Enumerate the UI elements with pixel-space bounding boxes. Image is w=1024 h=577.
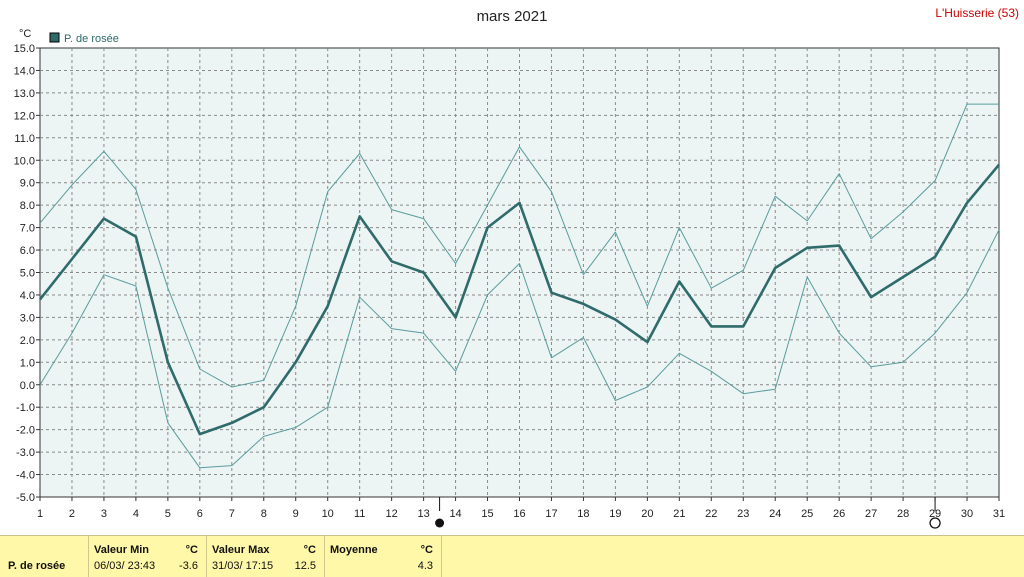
series-line-mean <box>38 163 1000 436</box>
footer-min-when: 06/03/ 23:43 <box>94 560 156 572</box>
x-tick-label: 19 <box>609 508 621 520</box>
x-tick-label: 23 <box>737 508 749 520</box>
y-tick-label: 1.0 <box>20 357 35 369</box>
y-tick-label: 6.0 <box>20 245 35 257</box>
y-axis-ticks: 15.0 14.0 13.0 12.0 11.0 10.0 9.0 8.0 7.0 6.0 5.0 4… <box>14 43 40 504</box>
footer-max-label: Valeur Max <box>212 544 270 556</box>
footer-min-value: -3.6 <box>179 560 198 572</box>
moon-markers <box>435 497 941 529</box>
x-tick-label: 16 <box>513 508 525 520</box>
x-tick-label: 18 <box>577 508 589 520</box>
x-tick-label: 5 <box>165 508 171 520</box>
x-axis-ticks: 1 2 3 4 5 6 7 8 9 10 11 12 13 14 15 16 17 18 19 20 21 22 23 24 2… <box>37 497 1005 520</box>
footer-min-unit: °C <box>185 544 198 556</box>
y-tick-label: -1.0 <box>16 402 35 414</box>
footer-series-label: P. de rosée <box>8 560 66 572</box>
footer-avg-value: 4.3 <box>417 560 433 572</box>
series-line-max <box>39 103 999 388</box>
series-line-min <box>39 229 1000 469</box>
y-tick-label: 7.0 <box>20 223 35 235</box>
y-tick-label: 10.0 <box>14 155 35 167</box>
x-tick-label: 15 <box>481 508 493 520</box>
y-tick-label: 13.0 <box>14 88 35 100</box>
y-tick-label: -5.0 <box>16 492 35 504</box>
x-tick-label: 2 <box>69 508 75 520</box>
footer-max-cell: Valeur Max °C 31/03/ 17:15 12.5 <box>207 536 325 577</box>
x-tick-label: 22 <box>705 508 717 520</box>
y-tick-label: 4.0 <box>20 290 35 302</box>
footer-min-label: Valeur Min <box>94 544 150 556</box>
x-tick-label: 1 <box>37 508 43 520</box>
y-tick-label: 2.0 <box>20 335 35 347</box>
x-tick-label: 4 <box>133 508 139 520</box>
stats-footer: P. de rosée Valeur Min °C 06/03/ 23:43 -… <box>0 535 1024 577</box>
x-tick-label: 3 <box>101 508 107 520</box>
series-layer <box>38 103 1000 469</box>
y-tick-label: 5.0 <box>20 268 35 280</box>
legend-swatch <box>49 32 60 43</box>
y-tick-label: 15.0 <box>14 43 35 55</box>
footer-max-unit: °C <box>303 544 316 556</box>
y-tick-label: 9.0 <box>20 178 35 190</box>
x-tick-label: 29 <box>929 508 941 520</box>
dewpoint-chart: 15.014.013.012.011.010.09.08.07.06.05.04… <box>13 6 1020 529</box>
y-tick-label: 8.0 <box>20 200 35 212</box>
x-tick-label: 27 <box>865 508 877 520</box>
footer-max-when: 31/03/ 17:15 <box>212 560 274 572</box>
y-tick-label: 0.0 <box>20 380 35 392</box>
x-tick-label: 20 <box>641 508 653 520</box>
x-tick-label: 10 <box>322 508 334 520</box>
grid <box>40 48 999 497</box>
y-tick-label: 11.0 <box>14 133 35 145</box>
y-tick-label: -4.0 <box>16 470 35 482</box>
x-tick-label: 6 <box>197 508 203 520</box>
new-moon-icon <box>435 518 445 528</box>
x-tick-label: 14 <box>449 508 461 520</box>
footer-series-cell: P. de rosée <box>0 536 89 577</box>
footer-avg-cell: Moyenne °C 4.3 <box>325 536 442 577</box>
y-tick-label: -2.0 <box>16 425 35 437</box>
x-tick-label: 30 <box>961 508 973 520</box>
x-tick-label: 21 <box>673 508 685 520</box>
legend-label: P. de rosée <box>64 33 119 45</box>
full-moon-icon <box>929 517 941 529</box>
x-tick-label: 25 <box>801 508 813 520</box>
y-unit-label: °C <box>19 28 31 40</box>
x-tick-label: 31 <box>993 508 1005 520</box>
footer-min-cell: Valeur Min °C 06/03/ 23:43 -3.6 <box>89 536 207 577</box>
x-tick-label: 9 <box>293 508 299 520</box>
footer-avg-unit: °C <box>420 544 433 556</box>
x-tick-label: 13 <box>417 508 429 520</box>
y-tick-label: 14.0 <box>14 65 35 77</box>
y-tick-label: -3.0 <box>16 447 35 459</box>
footer-max-value: 12.5 <box>294 560 316 572</box>
y-tick-label: 12.0 <box>14 110 35 122</box>
x-tick-label: 26 <box>833 508 845 520</box>
x-tick-label: 12 <box>386 508 398 520</box>
x-tick-label: 8 <box>261 508 267 520</box>
x-tick-label: 17 <box>545 508 557 520</box>
y-tick-label: 3.0 <box>20 312 35 324</box>
station-name: L'Huisserie (53) <box>935 6 1019 20</box>
chart-title: mars 2021 <box>477 8 548 25</box>
x-tick-label: 24 <box>769 508 781 520</box>
x-tick-label: 11 <box>354 508 365 520</box>
x-tick-label: 7 <box>229 508 235 520</box>
footer-avg-label: Moyenne <box>330 544 378 556</box>
x-tick-label: 28 <box>897 508 909 520</box>
